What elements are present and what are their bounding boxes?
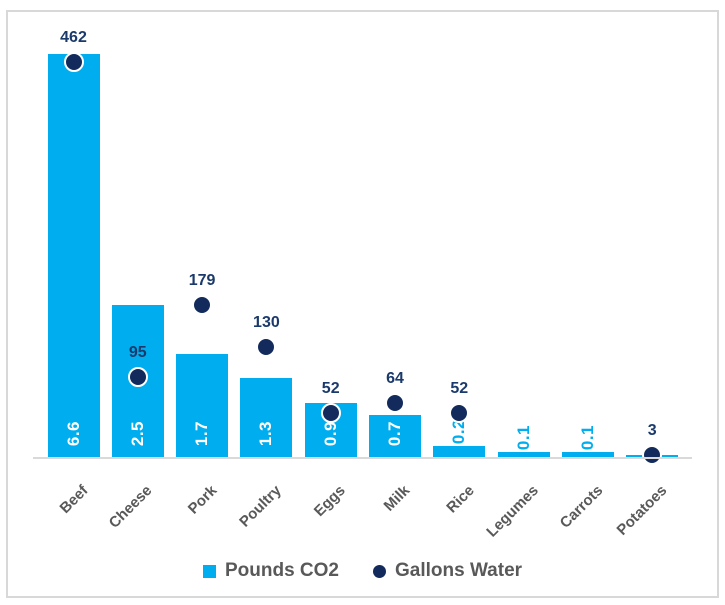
bar-milk <box>369 415 421 458</box>
legend-label-pounds-co2: Pounds CO2 <box>224 560 339 581</box>
water-dot-label-potatoes: 3 <box>647 422 657 440</box>
bar-label-eggs: 0.9 <box>320 420 340 446</box>
bar-label-legumes: 0.1 <box>513 424 533 450</box>
water-dot-potatoes <box>642 445 663 466</box>
water-dot-label-pork: 179 <box>188 271 216 289</box>
bar-legumes <box>497 452 550 458</box>
water-dot-label-beef: 462 <box>60 29 87 47</box>
bar-poultry <box>240 378 293 458</box>
water-dot-poultry <box>256 336 277 357</box>
water-dot-pork <box>192 294 213 315</box>
bar-pork <box>176 354 229 458</box>
co2-bar-swatch-icon <box>202 564 216 578</box>
water-dot-cheese <box>127 366 148 387</box>
legend-item-gallons-water: Gallons Water <box>372 560 523 582</box>
bar-label-pork: 1.7 <box>192 420 212 446</box>
water-dot-label-rice: 52 <box>450 380 469 398</box>
bar-rice <box>433 446 486 458</box>
bar-label-milk: 0.7 <box>385 420 404 446</box>
water-dot-label-poultry: 130 <box>253 313 280 331</box>
water-dot-milk <box>385 393 405 414</box>
chart-legend: Pounds CO2 Gallons Water <box>6 560 719 582</box>
water-dot-eggs <box>320 403 341 424</box>
x-axis-line <box>33 457 692 459</box>
bar-label-cheese: 2.5 <box>127 420 147 446</box>
legend-label-gallons-water: Gallons Water <box>394 560 523 581</box>
water-dot-swatch-icon <box>372 564 386 578</box>
bar-label-beef: 6.6 <box>63 420 83 446</box>
water-dot-label-milk: 64 <box>386 370 404 388</box>
bar-carrots <box>561 452 614 458</box>
water-dot-label-eggs: 52 <box>321 380 340 398</box>
chart-frame-border <box>6 10 719 598</box>
water-dot-rice <box>449 403 470 424</box>
bar-label-carrots: 0.1 <box>577 424 597 450</box>
water-dot-beef <box>63 52 84 73</box>
bar-label-poultry: 1.3 <box>256 420 276 446</box>
bar-beef <box>47 54 100 458</box>
legend-item-pounds-co2: Pounds CO2 <box>202 560 339 582</box>
water-dot-label-cheese: 95 <box>128 343 147 361</box>
